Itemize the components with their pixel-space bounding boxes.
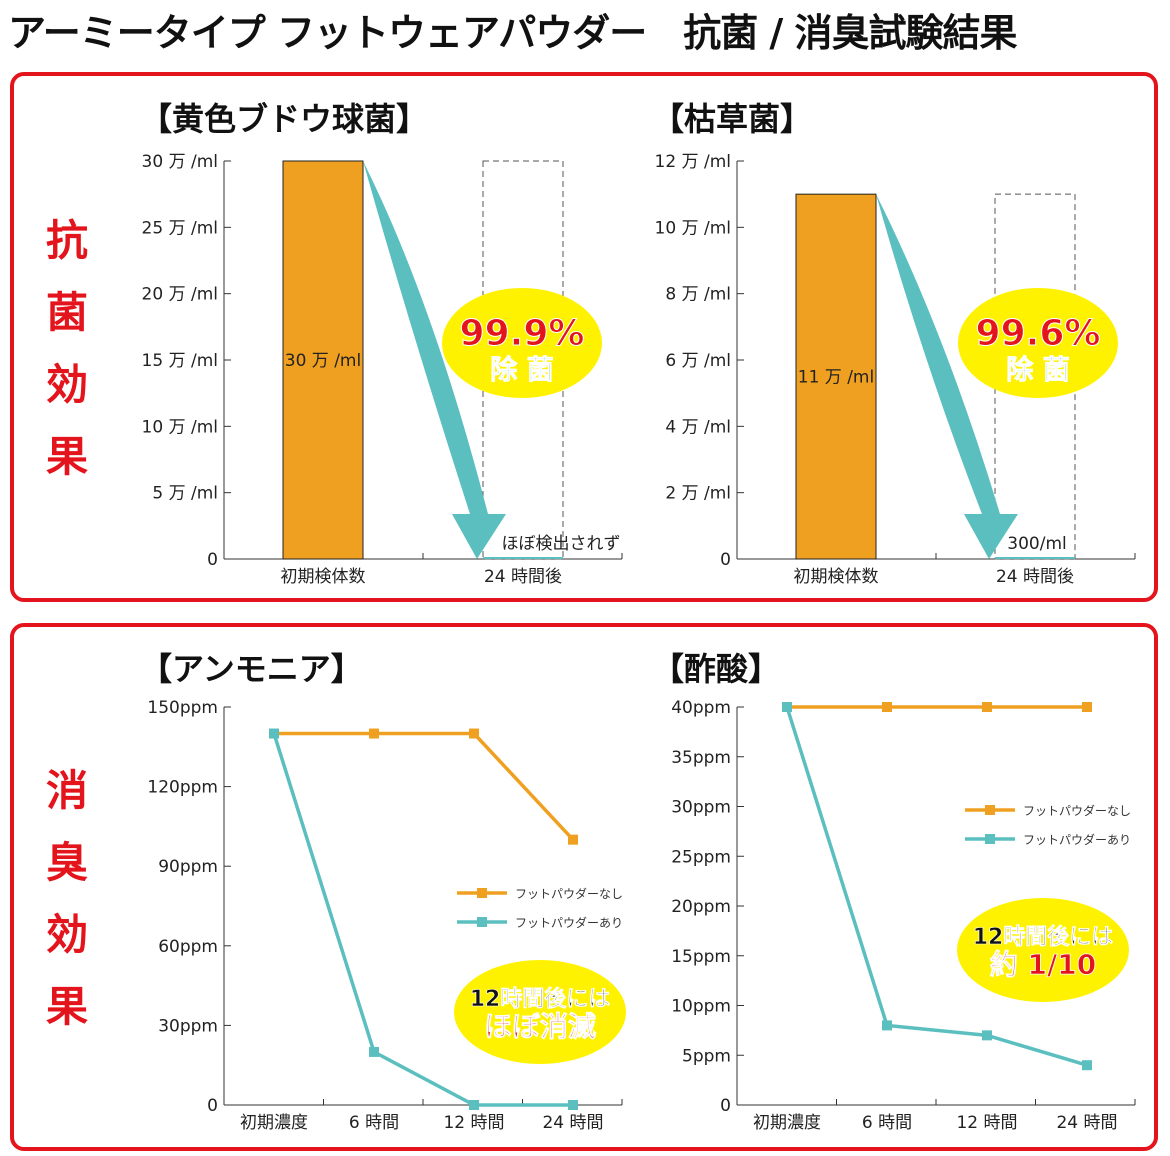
bar-initial — [795, 193, 877, 560]
data-point — [568, 834, 578, 845]
chart-title: 【アンモニア】 — [140, 650, 363, 688]
y-tick-label: 90ppm — [158, 857, 218, 877]
bar-24h — [995, 557, 1075, 559]
data-point — [469, 1100, 479, 1110]
data-point — [369, 728, 379, 739]
data-label-24h: 300/ml — [1007, 534, 1066, 554]
x-tick-label: 初期検体数 — [281, 567, 366, 587]
y-tick-label: 30ppm — [158, 1016, 218, 1036]
data-point — [269, 728, 279, 739]
legend-marker — [985, 805, 995, 815]
y-tick-label: 15ppm — [671, 947, 731, 967]
x-tick-label: 12 時間 — [956, 1113, 1017, 1133]
callout-line-2: ほぼ消滅 — [484, 1010, 596, 1043]
x-tick-label: 24 時間 — [1056, 1113, 1117, 1133]
y-tick-label: 8 万 /ml — [665, 285, 731, 305]
y-tick-label: 0 — [720, 550, 731, 570]
badge-text: 除 菌 — [1006, 354, 1069, 386]
x-tick-label: 初期検体数 — [794, 567, 879, 587]
data-point — [882, 702, 892, 712]
x-tick-label: 6 時間 — [349, 1113, 399, 1133]
bar-initial — [282, 160, 364, 560]
y-tick-label: 6 万 /ml — [665, 351, 731, 371]
series-line-without-powder — [274, 731, 575, 841]
data-point — [568, 1100, 578, 1110]
legend-label: フットパウダーあり — [515, 915, 623, 930]
data-point — [982, 1030, 992, 1041]
callout-line-1: 12時間後には — [973, 924, 1114, 950]
series-line-with-powder — [272, 733, 573, 1107]
y-tick-label: 25ppm — [671, 847, 731, 867]
data-point — [469, 728, 479, 739]
y-tick-label: 60ppm — [158, 937, 218, 957]
data-point — [1082, 1060, 1092, 1071]
chart-title: 【黄色ブドウ球菌】 — [140, 100, 428, 138]
antibacterial-panel — [10, 72, 1158, 602]
legend-marker — [985, 834, 995, 844]
series-line-with-powder — [785, 706, 1088, 1067]
x-tick-label: 初期濃度 — [753, 1113, 821, 1133]
badge-percent: 99.9% — [460, 313, 585, 354]
badge-ellipse — [442, 288, 602, 398]
legend-label: フットパウダーあり — [1023, 832, 1131, 847]
y-tick-label: 20 万 /ml — [142, 285, 218, 305]
y-tick-label: 20ppm — [671, 897, 731, 917]
callout-ellipse — [454, 960, 626, 1064]
x-tick-label: 初期濃度 — [240, 1113, 308, 1133]
y-tick-label: 4 万 /ml — [665, 417, 731, 437]
data-point — [1082, 702, 1092, 712]
data-label-initial: 30 万 /ml — [285, 351, 361, 371]
data-point — [369, 1046, 379, 1057]
y-tick-label: 30 万 /ml — [142, 152, 218, 172]
x-tick-label: 24 時間後 — [996, 567, 1074, 587]
decrease-arrow — [363, 161, 506, 559]
badge-percent: 99.6% — [976, 313, 1101, 354]
chart-title: 【枯草菌】 — [652, 100, 812, 138]
page-title: アーミータイプ フットウェアパウダー 抗菌 / 消臭試験結果 — [8, 11, 1018, 55]
x-tick-label: 12 時間 — [443, 1113, 504, 1133]
y-tick-label: 5 万 /ml — [152, 484, 218, 504]
callout-line-1: 12時間後には — [470, 986, 611, 1012]
deodorant-section-label: 消臭効果 — [45, 766, 88, 1031]
y-tick-label: 5ppm — [682, 1046, 731, 1066]
y-tick-label: 15 万 /ml — [142, 351, 218, 371]
chart-title: 【酢酸】 — [652, 650, 780, 688]
y-tick-label: 0 — [720, 1096, 731, 1116]
callout-line-2: 約 1/10 — [990, 948, 1096, 981]
callout-ellipse — [957, 898, 1129, 1002]
y-tick-label: 12 万 /ml — [655, 152, 731, 172]
y-tick-label: 2 万 /ml — [665, 484, 731, 504]
y-tick-label: 10 万 /ml — [655, 218, 731, 238]
reference-dashed-box — [482, 160, 564, 560]
y-tick-label: 25 万 /ml — [142, 218, 218, 238]
y-tick-label: 0 — [207, 1096, 218, 1116]
antibacterial-section-label: 抗菌効果 — [45, 216, 88, 481]
data-point — [982, 702, 992, 712]
data-point — [782, 702, 792, 712]
y-tick-label: 35ppm — [671, 748, 731, 768]
legend-label: フットパウダーなし — [1023, 803, 1131, 818]
y-tick-label: 10ppm — [671, 997, 731, 1017]
data-point — [882, 1020, 892, 1031]
legend-marker — [477, 917, 487, 927]
data-label-initial: 11 万 /ml — [798, 368, 874, 388]
x-tick-label: 24 時間後 — [484, 567, 562, 587]
y-tick-label: 0 — [207, 550, 218, 570]
x-tick-label: 24 時間 — [542, 1113, 603, 1133]
badge-text: 除 菌 — [490, 354, 553, 386]
bar-24h — [483, 557, 563, 559]
y-tick-label: 150ppm — [147, 698, 218, 718]
y-tick-label: 30ppm — [671, 798, 731, 818]
data-label-24h: ほぼ検出されず — [502, 534, 621, 554]
legend-marker — [477, 888, 487, 898]
legend-label: フットパウダーなし — [515, 886, 623, 901]
y-tick-label: 120ppm — [147, 778, 218, 798]
y-tick-label: 40ppm — [671, 698, 731, 718]
decrease-arrow — [876, 194, 1018, 559]
y-tick-label: 10 万 /ml — [142, 417, 218, 437]
deodorant-panel — [10, 623, 1158, 1151]
x-tick-label: 6 時間 — [862, 1113, 912, 1133]
badge-ellipse — [958, 288, 1118, 398]
